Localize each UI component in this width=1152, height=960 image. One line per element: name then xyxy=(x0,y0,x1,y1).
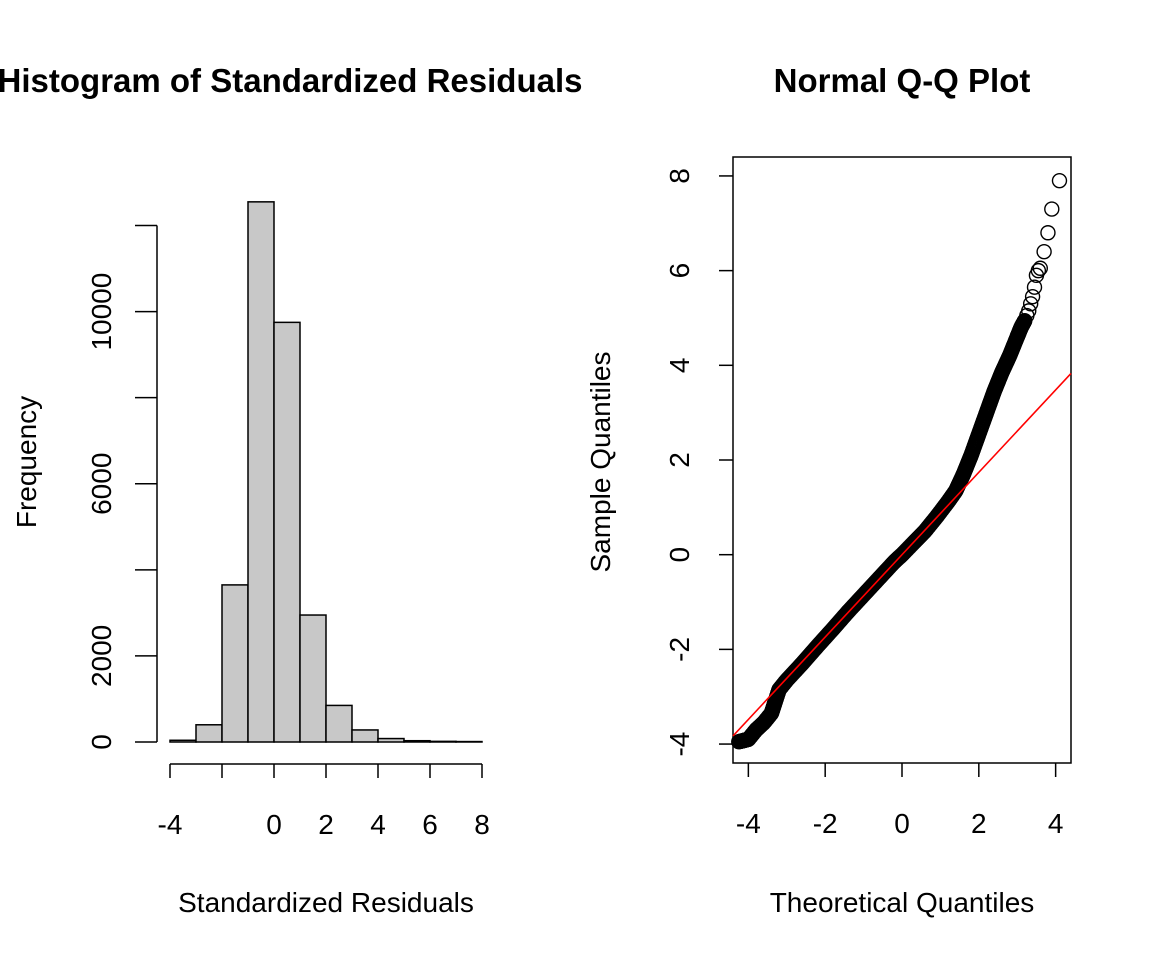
qq-reference-line xyxy=(732,372,1072,737)
histogram-y-tick-label: 10000 xyxy=(86,273,117,351)
qq-x-axis: -4 -2 0 2 4 xyxy=(736,763,1064,839)
qq-y-tick-label: 4 xyxy=(664,358,695,374)
qq-y-tick-label: -2 xyxy=(664,637,695,662)
histogram-y-axis-label: Frequency xyxy=(11,396,42,528)
qq-points xyxy=(731,172,1068,750)
histogram-bar xyxy=(429,740,457,743)
histogram-bar xyxy=(273,321,301,743)
histogram-bar xyxy=(403,739,431,743)
histogram-title: Histogram of Standardized Residuals xyxy=(0,62,582,99)
qq-plot-frame xyxy=(732,156,1072,764)
qq-point xyxy=(1032,260,1048,276)
qq-point xyxy=(1026,279,1043,295)
qq-point xyxy=(1022,296,1039,312)
qq-point xyxy=(1051,172,1068,189)
qq-y-tick-label: -4 xyxy=(664,732,695,757)
qq-x-tick-label: 2 xyxy=(971,808,987,839)
histogram-panel: Histogram of Standardized Residuals Stan… xyxy=(0,62,582,918)
qq-y-tick-label: 6 xyxy=(664,263,695,279)
histogram-y-axis: 0 2000 6000 10000 xyxy=(86,224,158,750)
histogram-x-axis-label: Standardized Residuals xyxy=(178,887,474,918)
histogram-x-axis: -4 0 2 4 6 8 xyxy=(158,763,490,840)
histogram-bar xyxy=(299,614,327,743)
histogram-bar xyxy=(221,584,249,743)
histogram-y-tick-label: 6000 xyxy=(86,453,117,515)
histogram-x-tick-label: 0 xyxy=(266,809,282,840)
qq-y-axis-label: Sample Quantiles xyxy=(585,351,616,572)
qq-point xyxy=(1024,288,1041,305)
histogram-y-tick-label: 2000 xyxy=(86,625,117,687)
qq-x-tick-label: -4 xyxy=(736,808,761,839)
qq-x-tick-label: -2 xyxy=(813,808,838,839)
histogram-bars xyxy=(169,201,483,743)
histogram-x-tick-label: 2 xyxy=(318,809,334,840)
qq-x-axis-label: Theoretical Quantiles xyxy=(770,887,1035,918)
histogram-bar xyxy=(195,724,223,743)
qq-y-tick-label: 0 xyxy=(664,547,695,563)
qq-x-tick-label: 0 xyxy=(894,808,910,839)
qq-y-tick-label: 8 xyxy=(664,168,695,184)
qq-plot-panel: Normal Q-Q Plot Theoretical Quantiles Sa… xyxy=(585,62,1072,918)
histogram-bar xyxy=(247,201,275,743)
histogram-bar xyxy=(377,737,405,743)
histogram-x-tick-label: -4 xyxy=(158,809,183,840)
qq-reference-line-group xyxy=(732,372,1072,737)
qq-point xyxy=(1036,243,1052,260)
qq-plot-title: Normal Q-Q Plot xyxy=(774,62,1031,99)
histogram-y-tick-label: 0 xyxy=(86,734,117,750)
histogram-x-tick-label: 4 xyxy=(370,809,386,840)
qq-y-tick-label: 2 xyxy=(664,452,695,468)
histogram-x-tick-label: 6 xyxy=(422,809,438,840)
qq-x-tick-label: 4 xyxy=(1048,808,1064,839)
histogram-bar xyxy=(169,739,197,743)
histogram-bar xyxy=(351,729,379,743)
histogram-bar xyxy=(325,704,353,743)
qq-y-axis: -4 -2 0 2 4 6 8 xyxy=(664,168,733,757)
histogram-x-tick-label: 8 xyxy=(474,809,490,840)
qq-point xyxy=(1021,303,1037,319)
qq-point xyxy=(1044,201,1060,217)
qq-point xyxy=(1040,225,1056,241)
qq-point xyxy=(1030,262,1047,279)
